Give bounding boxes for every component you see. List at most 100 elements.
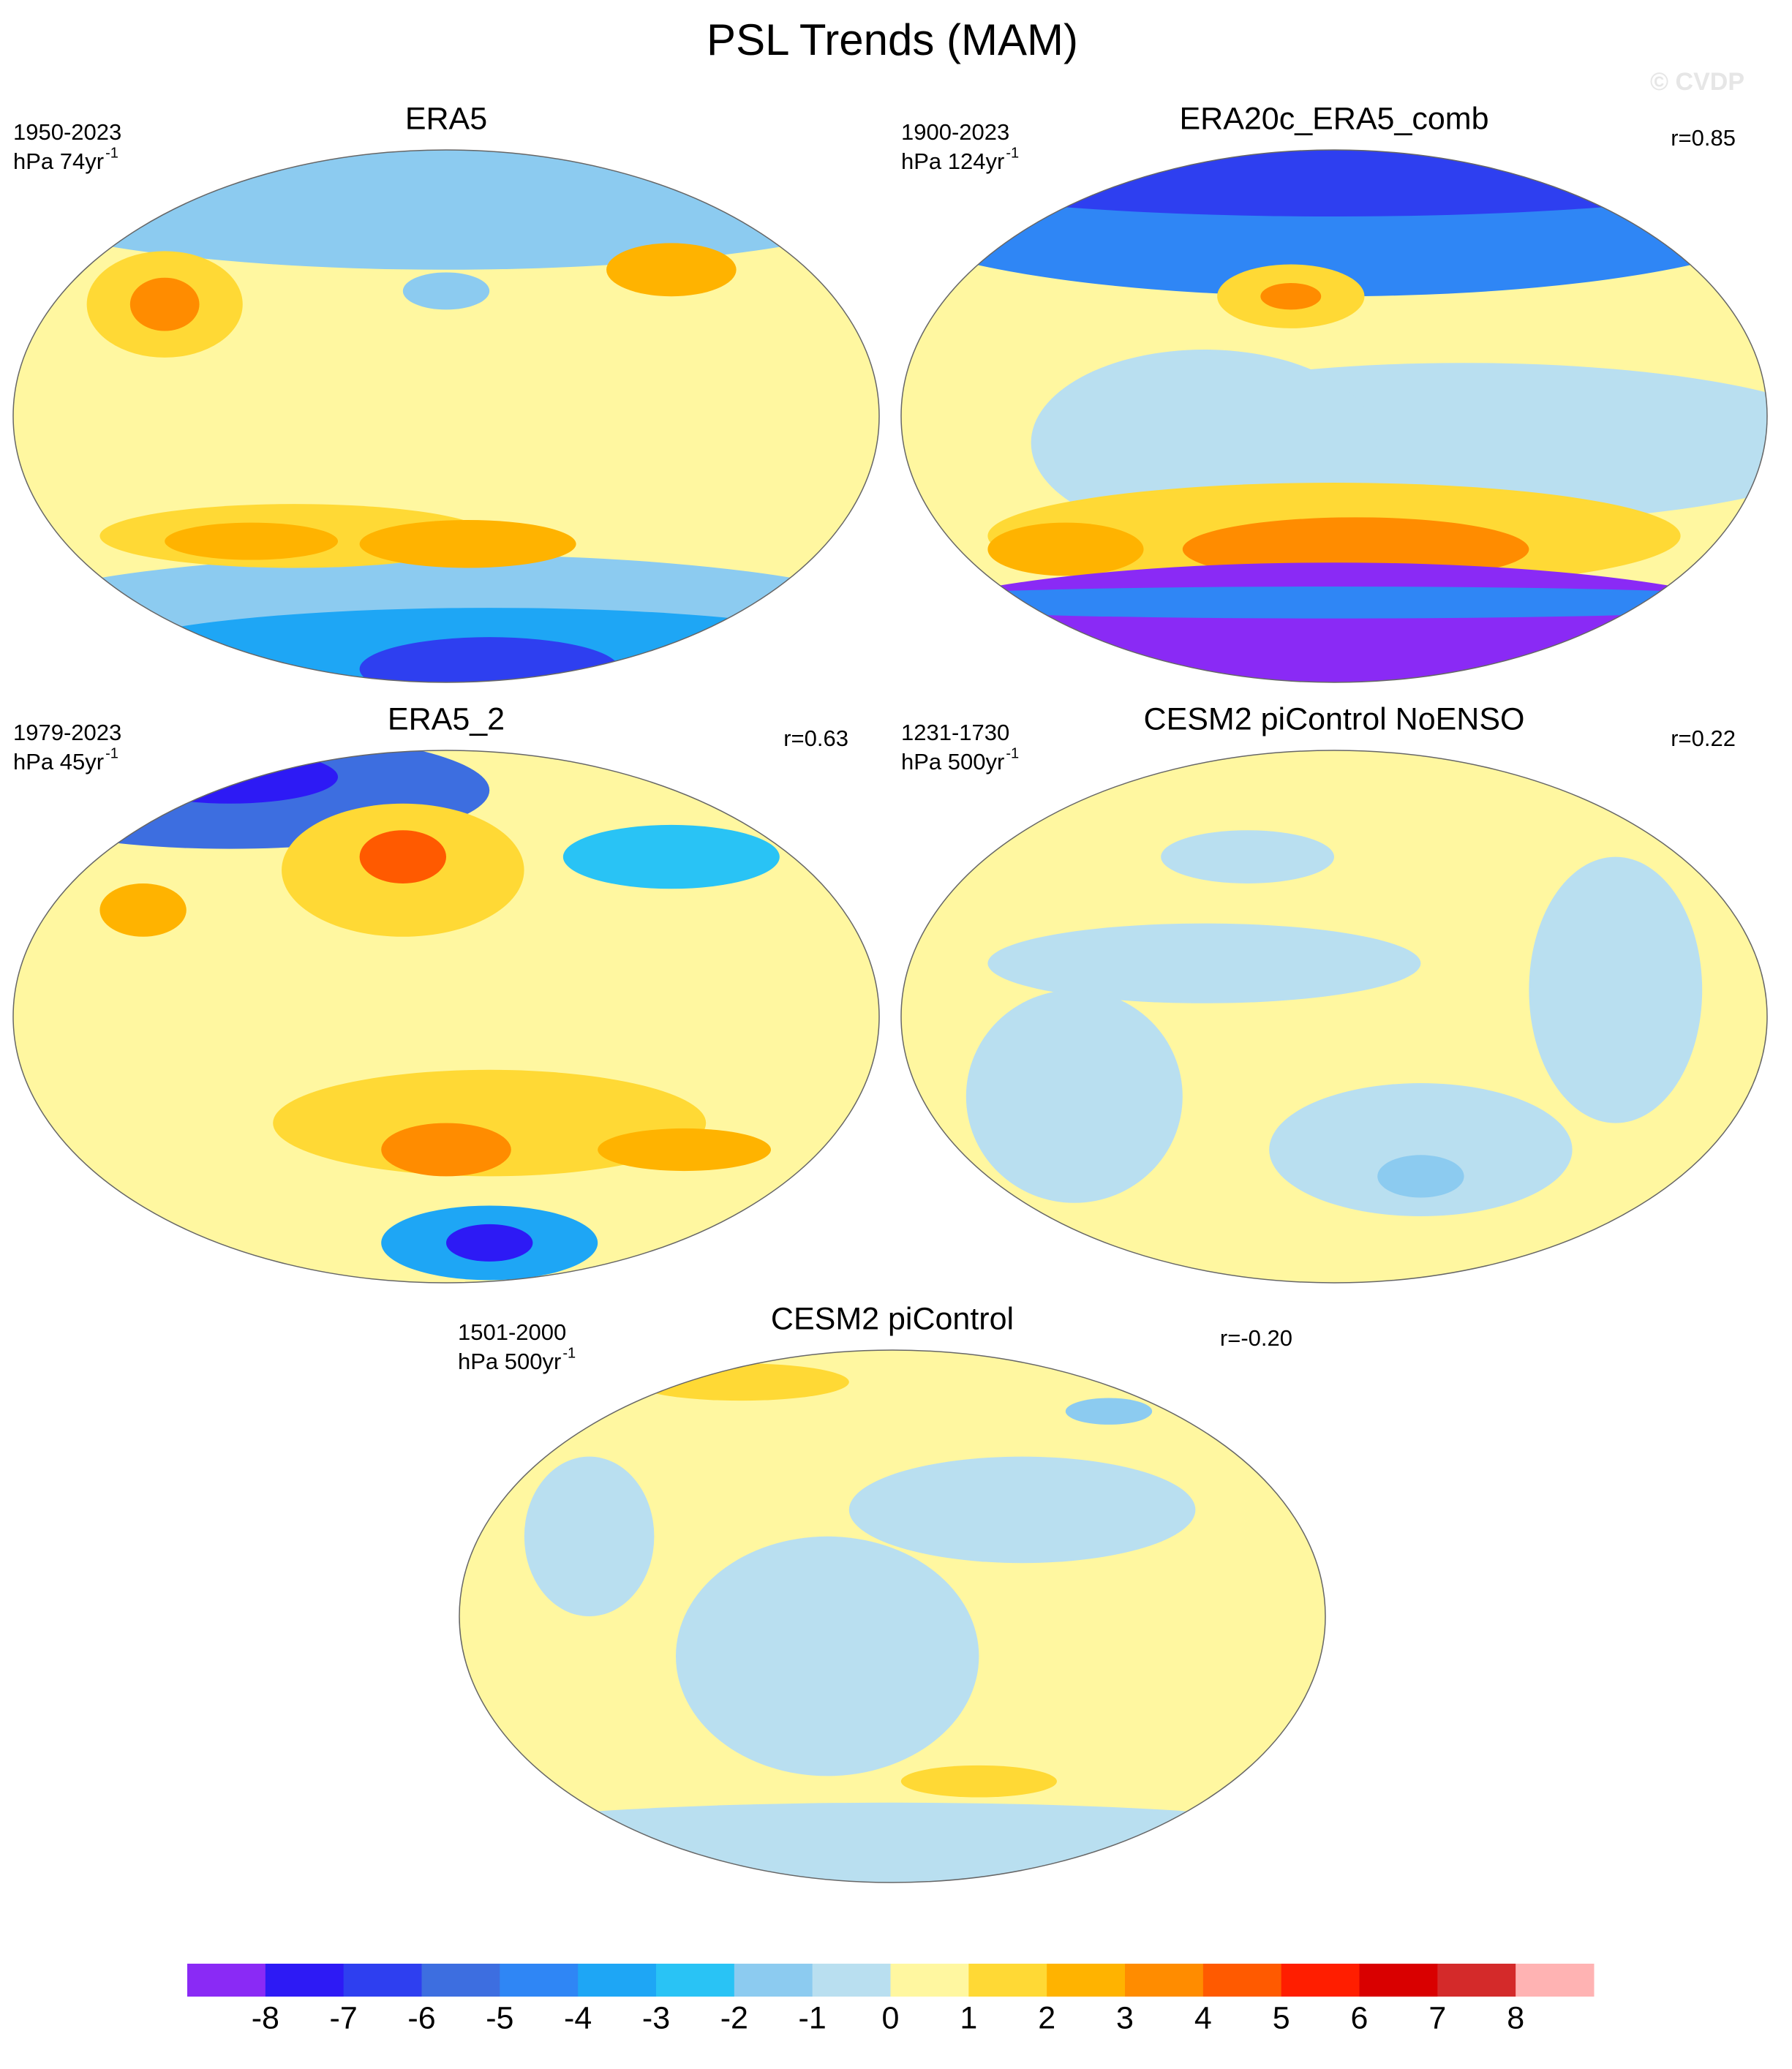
field-blob xyxy=(598,1128,771,1172)
colorbar-box xyxy=(1125,1964,1204,1997)
colorbar-box xyxy=(1516,1964,1595,1997)
field-blob xyxy=(1161,830,1334,883)
field-blob xyxy=(901,586,1767,619)
field-blob xyxy=(129,277,200,331)
units-label: hPa 74yr xyxy=(13,148,104,174)
watermark: © CVDP xyxy=(1650,68,1744,96)
colorbar-box xyxy=(578,1964,657,1997)
field-blob xyxy=(965,990,1183,1203)
colorbar-box xyxy=(1202,1964,1282,1997)
colorbar-box xyxy=(968,1964,1047,1997)
field-blob xyxy=(1260,283,1322,310)
panel-title: ERA5_2 xyxy=(388,701,505,736)
correlation-label: r=0.85 xyxy=(1671,125,1736,151)
colorbar-box xyxy=(890,1964,969,1997)
units-label: hPa 45yr xyxy=(13,749,104,775)
map-border xyxy=(12,149,880,683)
colorbar-tick-label: -1 xyxy=(799,2000,827,2035)
map-border xyxy=(459,1349,1326,1883)
map-panel: ERA20c_ERA5_comb 1900-2023 hPa 124yr -1 r=0.… xyxy=(900,101,1768,683)
colorbar-tick-label: 0 xyxy=(882,2000,900,2035)
colorbar-tick-label: 1 xyxy=(960,2000,977,2035)
colorbar-box xyxy=(734,1964,813,1997)
units-label: hPa 124yr xyxy=(901,148,1004,174)
panel-title: CESM2 piControl xyxy=(771,1301,1014,1336)
field-blob xyxy=(121,750,338,804)
period-label: 1501-2000 xyxy=(458,1319,566,1345)
units-label: hPa 500yr xyxy=(901,749,1004,775)
map-border xyxy=(900,750,1768,1284)
colorbar-tick-label: -4 xyxy=(564,2000,592,2035)
colorbar-box xyxy=(187,1964,266,1997)
units-exponent: -1 xyxy=(105,145,118,161)
field-blob xyxy=(1529,856,1703,1123)
field-blob xyxy=(359,519,576,568)
map-panel: ERA5_2 1979-2023 hPa 45yr -1 r=0.63 xyxy=(12,701,880,1284)
colorbar-box xyxy=(1047,1964,1126,1997)
period-label: 1231-1730 xyxy=(901,720,1009,745)
field-blob xyxy=(402,272,490,310)
period-label: 1979-2023 xyxy=(13,720,121,745)
field-blob xyxy=(606,243,737,297)
colorbar-tick-label: 4 xyxy=(1194,2000,1212,2035)
map-field xyxy=(459,1350,1325,1883)
units-label: hPa 500yr xyxy=(458,1349,561,1374)
colorbar-box xyxy=(343,1964,422,1997)
map-field xyxy=(13,750,879,1283)
colorbar-tick-label: -8 xyxy=(252,2000,279,2035)
units-exponent: -1 xyxy=(562,1345,576,1361)
map-field xyxy=(901,750,1767,1283)
field-blob xyxy=(848,1456,1196,1564)
colorbar-box xyxy=(1359,1964,1438,1997)
field-blob xyxy=(1377,1155,1464,1198)
field-blob xyxy=(165,522,338,560)
field-blob xyxy=(675,1536,979,1776)
period-label: 1900-2023 xyxy=(901,119,1009,145)
colorbar-box xyxy=(1281,1964,1360,1997)
correlation-label: r=-0.20 xyxy=(1220,1325,1292,1351)
colorbar-tick-label: 3 xyxy=(1116,2000,1134,2035)
field-blob xyxy=(459,1802,1325,1883)
units-exponent: -1 xyxy=(1006,145,1019,161)
colorbar-tick-label: 5 xyxy=(1273,2000,1290,2035)
period-label: 1950-2023 xyxy=(13,119,121,145)
field-blob xyxy=(446,1224,533,1262)
field-blob xyxy=(99,883,187,937)
colorbar-tick-label: -7 xyxy=(330,2000,358,2035)
field-blob xyxy=(562,824,780,889)
colorbar-box xyxy=(656,1964,735,1997)
units-exponent: -1 xyxy=(105,745,118,761)
colorbar-box xyxy=(421,1964,500,1997)
field-blob xyxy=(632,1363,849,1401)
map-panel: ERA5 1950-2023 hPa 74yr -1 xyxy=(12,101,880,683)
colorbar-tick-label: -2 xyxy=(720,2000,748,2035)
colorbar-box xyxy=(812,1964,891,1997)
field-blob xyxy=(1269,1083,1573,1216)
map-panel: CESM2 piControl NoENSO 1231-1730 hPa 500yr… xyxy=(900,701,1768,1284)
panel-title: ERA5 xyxy=(405,101,487,136)
field-blob xyxy=(900,1765,1057,1798)
map-panel: CESM2 piControl 1501-2000 hPa 500yr -1 r=-0.… xyxy=(458,1301,1326,1883)
colorbar-box xyxy=(265,1964,345,1997)
units-exponent: -1 xyxy=(1006,745,1019,761)
field-blob xyxy=(987,522,1144,576)
figure-title: PSL Trends (MAM) xyxy=(707,15,1078,64)
field-blob xyxy=(359,830,446,883)
field-blob xyxy=(1065,1398,1153,1425)
map-field xyxy=(901,150,1767,682)
colorbar-tick-label: -3 xyxy=(642,2000,670,2035)
panel-title: CESM2 piControl NoENSO xyxy=(1144,701,1525,736)
colorbar-box xyxy=(1437,1964,1516,1997)
field-blob xyxy=(901,562,1767,682)
map-border xyxy=(900,149,1768,683)
map-border xyxy=(12,750,880,1284)
field-blob xyxy=(359,637,620,682)
colorbar-tick-label: 2 xyxy=(1038,2000,1055,2035)
field-blob xyxy=(987,923,1421,1003)
correlation-label: r=0.22 xyxy=(1671,726,1736,751)
field-blob xyxy=(524,1456,655,1616)
correlation-label: r=0.63 xyxy=(783,726,848,751)
field-blob xyxy=(381,1123,511,1177)
colorbar-box xyxy=(500,1964,579,1997)
